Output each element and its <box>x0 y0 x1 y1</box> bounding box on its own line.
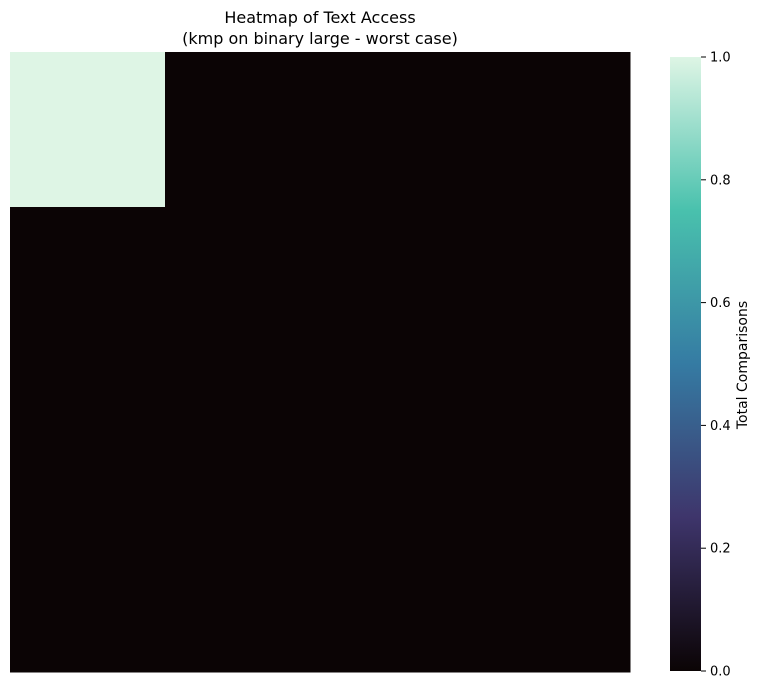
heatmap-cell <box>10 52 166 208</box>
heatmap-cell <box>10 207 166 363</box>
colorbar-tick-label: 0.8 <box>710 173 731 188</box>
colorbar-tick-label: 1.0 <box>710 51 731 66</box>
heatmap-cell <box>10 362 166 518</box>
heatmap-cell <box>320 52 476 208</box>
chart-subtitle: (kmp on binary large - worst case) <box>182 29 458 48</box>
colorbar-tick-label: 0.0 <box>710 665 731 680</box>
heatmap-cell <box>320 517 476 673</box>
heatmap-cell <box>475 517 631 673</box>
heatmap-cell <box>475 52 631 208</box>
colorbar-label: Total Comparisons <box>735 301 751 430</box>
heatmap-cell <box>165 517 321 673</box>
colorbar-tick-label: 0.6 <box>710 296 731 311</box>
heatmap-cell <box>10 517 166 673</box>
heatmap-cell <box>165 362 321 518</box>
heatmap-cell <box>320 207 476 363</box>
colorbar: 0.0 0.2 0.4 0.6 0.8 1.0 <box>670 51 731 680</box>
colorbar-tick-label: 0.4 <box>710 419 731 434</box>
heatmap-cell <box>165 52 321 208</box>
colorbar-tick-label: 0.2 <box>710 542 731 557</box>
heatmap-cell <box>475 207 631 363</box>
heatmap-cell <box>320 362 476 518</box>
heatmap-cell <box>165 207 321 363</box>
heatmap-cell <box>475 362 631 518</box>
heatmap-cells <box>10 52 631 673</box>
colorbar-gradient <box>670 57 701 671</box>
chart-title: Heatmap of Text Access <box>224 8 415 27</box>
